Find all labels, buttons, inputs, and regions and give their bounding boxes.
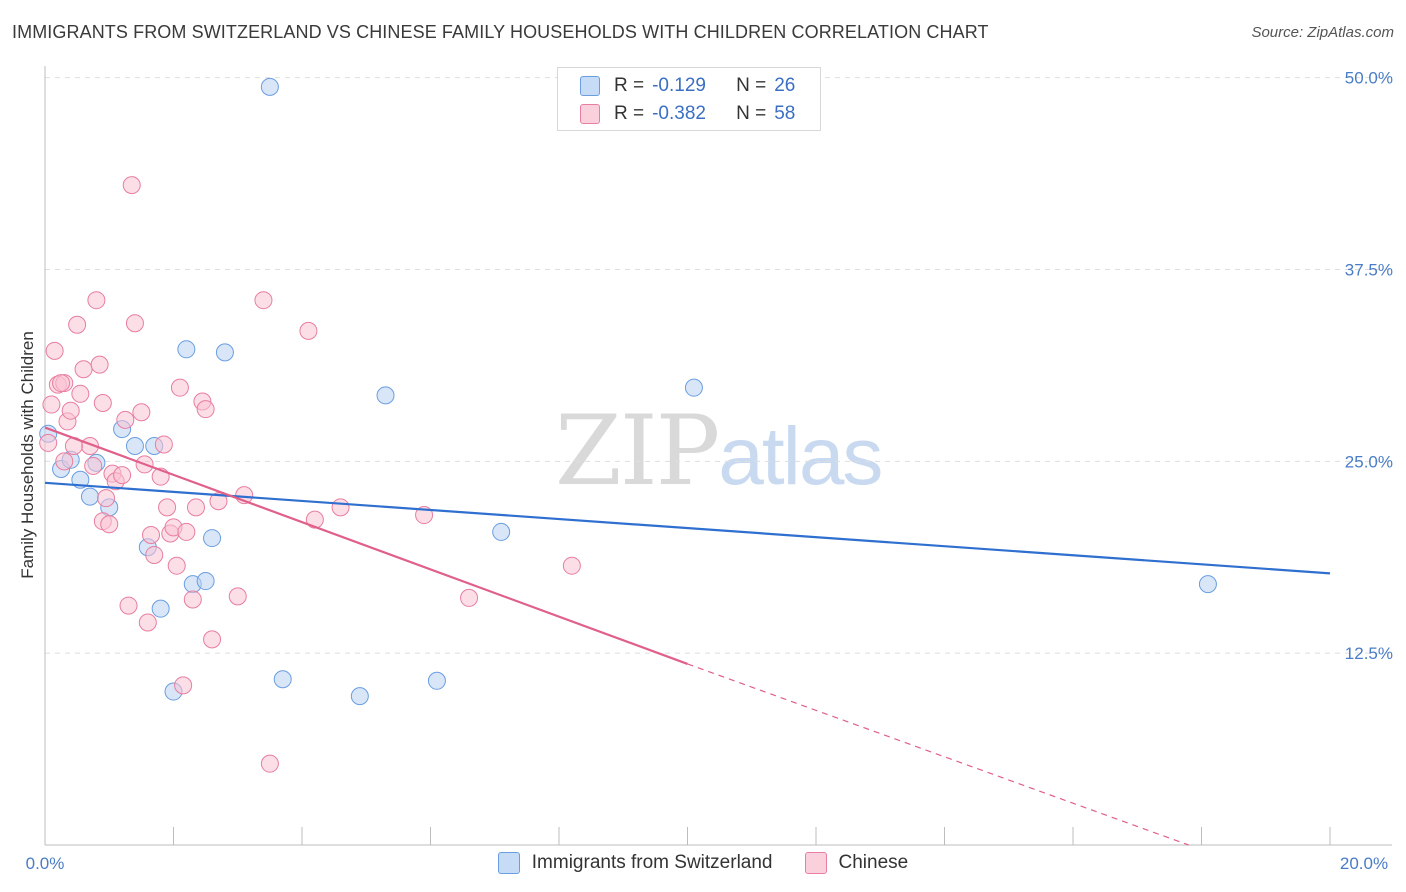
series-legend: Immigrants from Switzerland Chinese bbox=[0, 852, 1406, 874]
chinese-point bbox=[116, 410, 135, 429]
chinese-point bbox=[331, 498, 350, 517]
y-tick-label: 37.5% bbox=[1345, 261, 1393, 280]
r-value: -0.129 bbox=[652, 75, 706, 96]
switzerland-point bbox=[427, 671, 446, 690]
chinese-point bbox=[154, 435, 173, 454]
chinese-point bbox=[93, 394, 112, 413]
legend-item-chinese[interactable]: Chinese bbox=[804, 852, 909, 874]
chinese-point bbox=[125, 314, 144, 333]
stats-legend-row-switzerland: R = -0.129 N = 26 bbox=[580, 73, 795, 99]
chinese-point bbox=[84, 456, 103, 475]
chinese-point bbox=[177, 522, 196, 541]
chinese-point bbox=[87, 291, 106, 310]
n-label: N = bbox=[736, 75, 767, 96]
chinese-point bbox=[167, 556, 186, 575]
r-label: R = bbox=[614, 103, 645, 124]
chinese-point bbox=[299, 321, 318, 340]
chinese-point bbox=[145, 545, 164, 564]
n-value: 58 bbox=[774, 103, 796, 124]
stats-legend: R = -0.129 N = 26 R = -0.382 N = 58 bbox=[557, 67, 821, 131]
legend-item-switzerland[interactable]: Immigrants from Switzerland bbox=[497, 852, 773, 874]
chinese-trendline bbox=[44, 426, 688, 665]
switzerland-point bbox=[125, 436, 144, 455]
stats-legend-row-chinese: R = -0.382 N = 58 bbox=[580, 101, 795, 127]
chinese-point bbox=[97, 489, 116, 508]
chinese-point bbox=[122, 176, 141, 195]
chart-title: IMMIGRANTS FROM SWITZERLAND VS CHINESE F… bbox=[12, 22, 989, 42]
r-value: -0.382 bbox=[652, 103, 706, 124]
chinese-point bbox=[68, 315, 87, 334]
switzerland-point bbox=[177, 340, 196, 359]
switzerland-point bbox=[273, 670, 292, 689]
switzerland-point bbox=[215, 343, 234, 362]
switzerland-point bbox=[684, 378, 703, 397]
chinese-point bbox=[186, 498, 205, 517]
watermark-atlas: atlas bbox=[718, 411, 883, 502]
chinese-point bbox=[71, 384, 90, 403]
chinese-point bbox=[142, 526, 161, 544]
n-label: N = bbox=[736, 103, 767, 124]
chinese-point bbox=[39, 433, 58, 452]
switzerland-point bbox=[350, 687, 369, 706]
chinese-point bbox=[562, 556, 581, 575]
y-tick-label: 25.0% bbox=[1345, 452, 1393, 471]
source-credit: Source: ZipAtlas.com bbox=[1251, 24, 1394, 41]
switzerland-point bbox=[492, 522, 511, 541]
n-value: 26 bbox=[774, 75, 796, 96]
chinese-point bbox=[61, 401, 80, 420]
chinese-point bbox=[196, 400, 215, 419]
chinese-point bbox=[119, 596, 138, 615]
legend-chinese-icon bbox=[804, 852, 827, 874]
watermark-zip: ZIP bbox=[555, 395, 720, 507]
r-label: R = bbox=[614, 75, 645, 96]
chinese-point bbox=[42, 395, 61, 414]
chinese-point bbox=[209, 492, 228, 511]
chinese-point bbox=[254, 291, 273, 310]
x-tick-label: 20.0% bbox=[1340, 854, 1388, 873]
switzerland-point bbox=[260, 77, 279, 96]
chinese-point bbox=[90, 355, 109, 374]
chinese-point bbox=[45, 341, 64, 360]
chinese-point bbox=[55, 452, 74, 471]
chinese-trendline-extension bbox=[687, 663, 1189, 846]
switzerland-point bbox=[151, 599, 170, 618]
y-tick-label: 12.5% bbox=[1345, 644, 1393, 663]
switzerland-point bbox=[203, 529, 222, 548]
legend-label-chinese: Chinese bbox=[838, 852, 909, 873]
chinese-point bbox=[100, 515, 119, 534]
switzerland-trendline bbox=[44, 481, 1331, 575]
chinese-point bbox=[113, 466, 132, 485]
chinese-point bbox=[228, 587, 247, 606]
y-tick-label: 50.0% bbox=[1345, 69, 1393, 88]
chinese-point bbox=[170, 378, 189, 397]
chinese-point bbox=[460, 588, 479, 607]
chinese-point bbox=[183, 590, 202, 609]
legend-label-switzerland: Immigrants from Switzerland bbox=[531, 852, 773, 873]
chinese-point bbox=[305, 510, 324, 529]
chinese-point bbox=[138, 613, 157, 632]
switzerland-point bbox=[376, 386, 395, 405]
switzerland-point bbox=[196, 572, 215, 591]
chinese-point bbox=[260, 754, 279, 773]
legend-switzerland-icon bbox=[497, 852, 520, 874]
chinese-point bbox=[52, 374, 71, 393]
swatch-chinese-icon bbox=[580, 104, 600, 124]
x-tick-label: 0.0% bbox=[26, 854, 65, 873]
chinese-point bbox=[74, 360, 93, 379]
switzerland-point bbox=[1198, 575, 1217, 594]
chinese-point bbox=[132, 403, 151, 422]
chinese-point bbox=[158, 498, 177, 517]
chinese-point bbox=[174, 676, 193, 695]
swatch-switzerland-icon bbox=[580, 76, 600, 96]
chinese-point bbox=[203, 630, 222, 649]
switzerland-point bbox=[80, 487, 99, 506]
watermark: ZIPatlas bbox=[555, 395, 883, 507]
